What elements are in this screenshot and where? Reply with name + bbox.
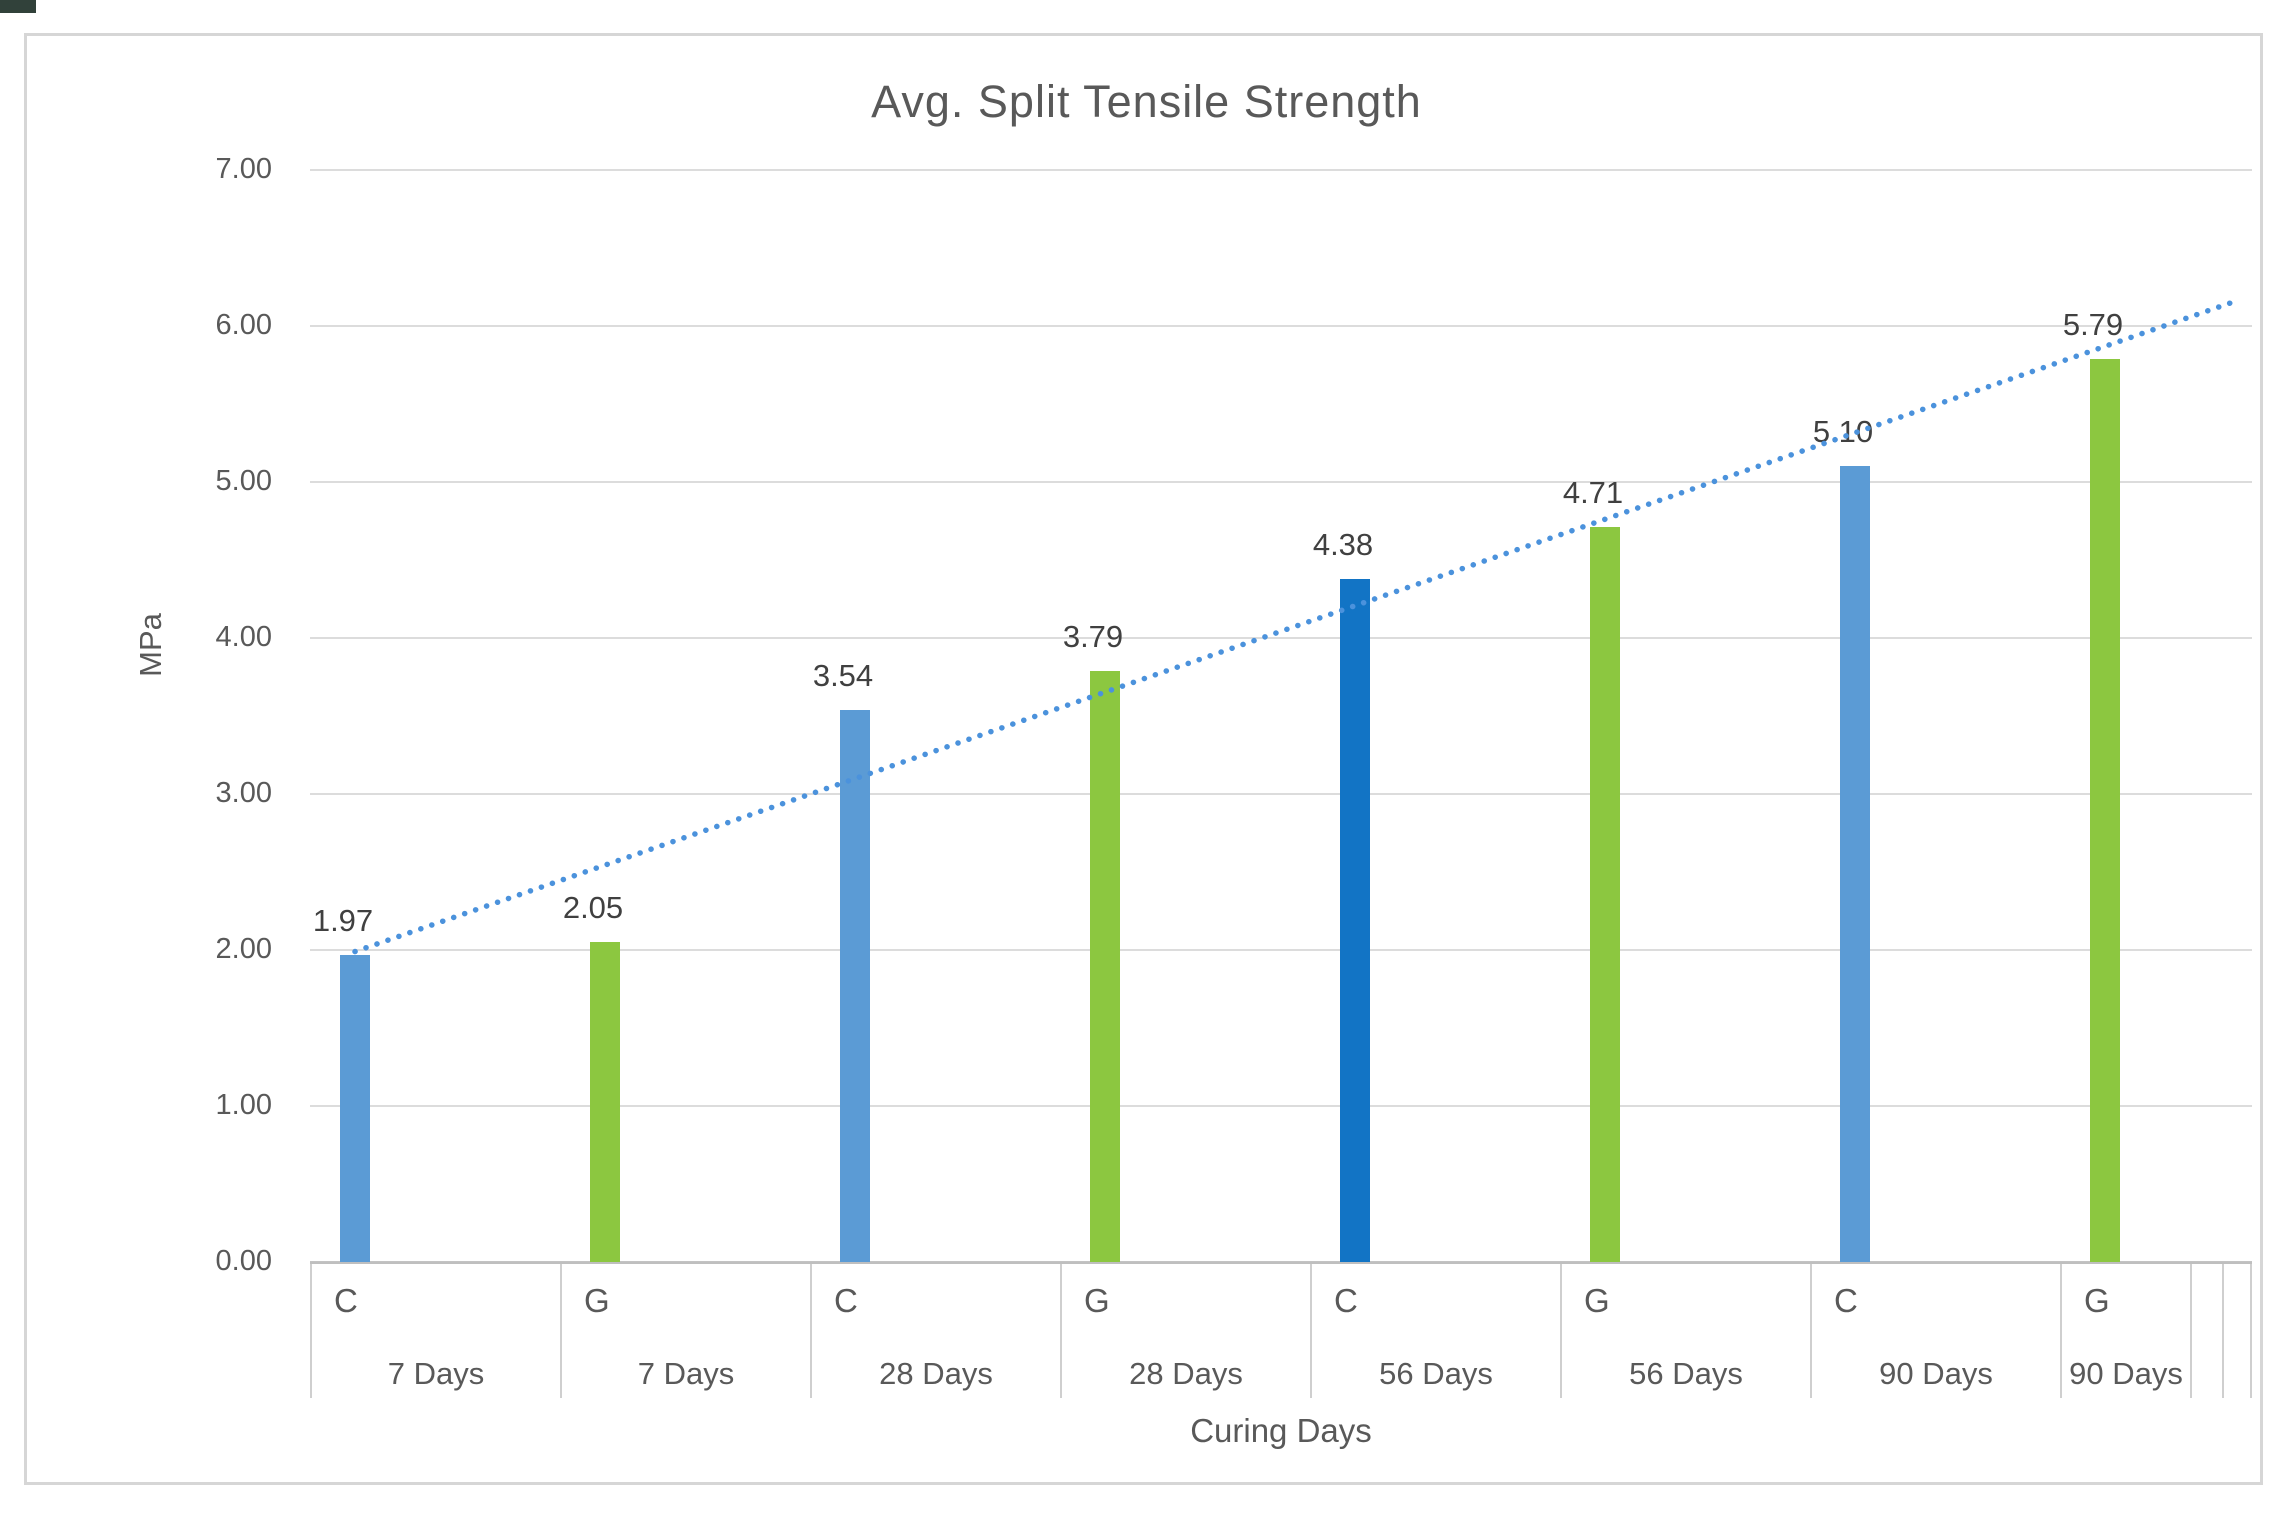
y-tick-label: 6.00 (215, 309, 272, 341)
category-cell: C 7 Days (310, 1264, 560, 1398)
gridline (310, 637, 2252, 639)
bar-value-label: 1.97 (312, 902, 374, 938)
bar-c-28-days (840, 709, 870, 1262)
plot-area: 1.97 2.05 3.54 3.79 4.38 4.71 5.10 5.79 (310, 169, 2252, 1263)
bar-g-90-days (2090, 358, 2120, 1262)
series-letter-label: G (1584, 1282, 1610, 1319)
y-tick-label: 0.00 (215, 1245, 272, 1277)
bar-g-28-days (1090, 670, 1120, 1262)
series-letter-label: G (2084, 1282, 2110, 1319)
series-letter-label: C (334, 1282, 358, 1319)
y-tick-label: 3.00 (215, 777, 272, 809)
gridline (310, 1105, 2252, 1107)
bar-value-label: 5.79 (2062, 306, 2124, 342)
bar-g-7-days (590, 942, 620, 1262)
y-tick-label: 5.00 (215, 465, 272, 497)
gridline (310, 949, 2252, 951)
bar-c-90-days (1840, 466, 1870, 1262)
category-cell: G 56 Days (1560, 1264, 1810, 1398)
trendline (352, 298, 2239, 955)
gridline (310, 325, 2252, 327)
y-tick-label: 1.00 (215, 1089, 272, 1121)
category-day-label: 7 Days (637, 1356, 735, 1391)
bar-value-label: 4.38 (1312, 526, 1374, 562)
category-cell: C 90 Days (1810, 1264, 2060, 1398)
bar-c-56-days (1340, 578, 1370, 1262)
bar-c-7-days (340, 954, 370, 1262)
category-day-label: 90 Days (2069, 1356, 2183, 1391)
bar-value-label: 2.05 (562, 890, 624, 926)
category-day-label: 28 Days (879, 1356, 993, 1391)
bar-value-label: 4.71 (1562, 475, 1624, 511)
category-day-label: 90 Days (1879, 1356, 1993, 1391)
bar-value-label: 3.79 (1062, 618, 1124, 654)
series-letter-label: G (584, 1282, 610, 1319)
y-tick-label: 7.00 (215, 153, 272, 185)
category-day-label: 7 Days (387, 1356, 485, 1391)
gridline (310, 169, 2252, 171)
y-tick-label: 4.00 (215, 621, 272, 653)
bar-g-56-days (1590, 527, 1620, 1262)
category-day-label: 56 Days (1629, 1356, 1743, 1391)
category-cell: G 7 Days (560, 1264, 810, 1398)
screenshot-corner-artifact (0, 0, 36, 13)
category-cell: G 28 Days (1060, 1264, 1310, 1398)
bar-value-label: 3.54 (812, 657, 874, 693)
x-axis-title: Curing Days (1190, 1412, 1372, 1449)
trendline-dotted (352, 298, 2239, 955)
series-letter-label: C (1834, 1282, 1858, 1319)
series-letter-label: C (834, 1282, 858, 1319)
category-cell: C 28 Days (810, 1264, 1060, 1398)
y-tick-label: 2.00 (215, 933, 272, 965)
series-letter-label: G (1084, 1282, 1110, 1319)
category-cell: G 90 Days (2060, 1264, 2190, 1398)
gridline (310, 481, 2252, 483)
series-letter-label: C (1334, 1282, 1358, 1319)
empty-axis-cell (2190, 1264, 2222, 1398)
chart-frame (24, 33, 2263, 1485)
empty-axis-cell (2222, 1264, 2252, 1398)
category-day-label: 56 Days (1379, 1356, 1493, 1391)
category-day-label: 28 Days (1129, 1356, 1243, 1391)
chart-title: Avg. Split Tensile Strength (871, 76, 1422, 127)
gridline (310, 793, 2252, 795)
x-axis-category-table: C 7 Days G 7 Days C 28 Days G 28 Days C 56 Days G 5… (310, 1262, 2252, 1398)
category-cell: C 56 Days (1310, 1264, 1560, 1398)
